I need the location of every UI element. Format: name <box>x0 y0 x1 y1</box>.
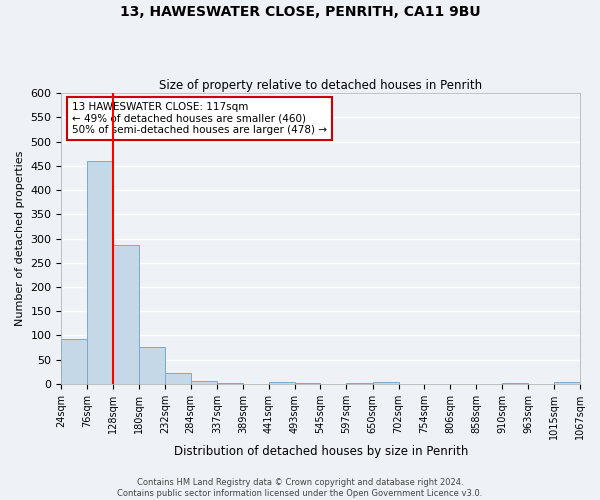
Bar <box>165 373 191 384</box>
Text: Contains HM Land Registry data © Crown copyright and database right 2024.
Contai: Contains HM Land Registry data © Crown c… <box>118 478 482 498</box>
Bar <box>113 245 139 384</box>
Bar <box>217 383 243 384</box>
Y-axis label: Number of detached properties: Number of detached properties <box>15 151 25 326</box>
Bar <box>61 339 87 384</box>
Bar <box>269 382 295 384</box>
Title: Size of property relative to detached houses in Penrith: Size of property relative to detached ho… <box>159 79 482 92</box>
Bar <box>295 383 320 384</box>
Bar <box>139 347 165 384</box>
X-axis label: Distribution of detached houses by size in Penrith: Distribution of detached houses by size … <box>173 444 468 458</box>
Text: 13 HAWESWATER CLOSE: 117sqm
← 49% of detached houses are smaller (460)
50% of se: 13 HAWESWATER CLOSE: 117sqm ← 49% of det… <box>72 102 327 135</box>
Bar <box>191 381 217 384</box>
Text: 13, HAWESWATER CLOSE, PENRITH, CA11 9BU: 13, HAWESWATER CLOSE, PENRITH, CA11 9BU <box>119 5 481 19</box>
Bar <box>373 382 398 384</box>
Bar <box>87 161 113 384</box>
Bar <box>554 382 580 384</box>
